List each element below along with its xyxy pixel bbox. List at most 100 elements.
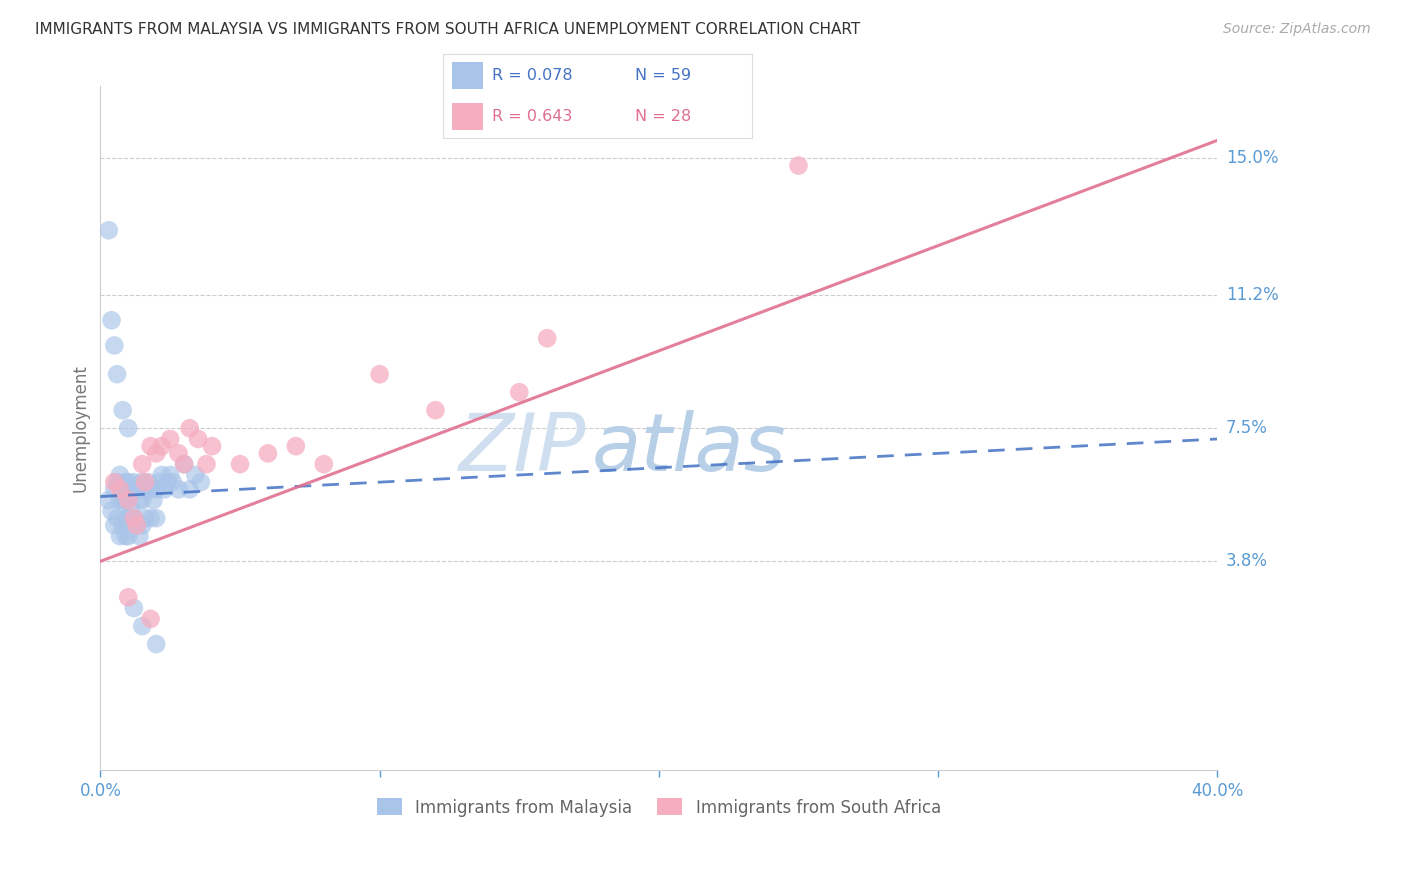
Point [787,159,810,173]
Point [108,467,131,482]
Point [114,511,136,525]
Point [162,475,184,490]
Point [105,475,128,490]
Point [114,493,136,508]
Point [195,457,218,471]
Point [134,483,156,497]
Point [97,493,120,508]
Point [103,475,125,490]
Point [508,385,530,400]
Text: atlas: atlas [592,409,786,488]
Point [159,467,181,482]
Point [117,511,139,525]
Point [173,457,195,471]
Point [117,421,139,435]
Point [131,457,153,471]
Point [128,529,150,543]
Point [312,457,335,471]
Point [134,475,156,490]
Point [145,483,167,497]
Point [145,637,167,651]
Point [125,483,148,497]
Point [111,518,134,533]
Point [179,483,201,497]
Point [128,493,150,508]
Text: 7.5%: 7.5% [1226,419,1268,437]
Point [111,493,134,508]
Point [111,483,134,497]
Point [145,446,167,460]
Point [134,511,156,525]
Point [122,601,145,615]
Point [145,511,167,525]
Point [173,457,195,471]
Point [117,591,139,605]
Text: 3.8%: 3.8% [1226,552,1268,570]
Point [103,483,125,497]
Bar [453,103,484,130]
Point [117,493,139,508]
Point [122,511,145,525]
Point [139,483,162,497]
Point [187,432,209,446]
Point [117,529,139,543]
Point [105,368,128,382]
Text: N = 59: N = 59 [634,68,690,83]
Text: IMMIGRANTS FROM MALAYSIA VS IMMIGRANTS FROM SOUTH AFRICA UNEMPLOYMENT CORRELATIO: IMMIGRANTS FROM MALAYSIA VS IMMIGRANTS F… [35,22,860,37]
Point [136,475,159,490]
Point [425,403,447,417]
Point [100,313,122,327]
Point [131,475,153,490]
Point [131,493,153,508]
Point [97,223,120,237]
Point [114,529,136,543]
Point [131,518,153,533]
Point [100,504,122,518]
Point [167,446,190,460]
Point [150,439,173,453]
Point [190,475,212,490]
Point [148,475,170,490]
Text: 11.2%: 11.2% [1226,286,1278,304]
Point [103,518,125,533]
Point [108,529,131,543]
Text: R = 0.078: R = 0.078 [492,68,574,83]
Point [111,403,134,417]
Point [139,439,162,453]
Point [120,483,142,497]
Point [150,467,173,482]
Point [536,331,558,345]
Point [179,421,201,435]
Point [159,432,181,446]
Text: N = 28: N = 28 [634,109,690,124]
Point [117,493,139,508]
Point [131,619,153,633]
Point [125,518,148,533]
Point [108,483,131,497]
Text: R = 0.643: R = 0.643 [492,109,572,124]
Point [105,511,128,525]
Text: Source: ZipAtlas.com: Source: ZipAtlas.com [1223,22,1371,37]
Point [139,511,162,525]
Point [139,612,162,626]
Legend: Immigrants from Malaysia, Immigrants from South Africa: Immigrants from Malaysia, Immigrants fro… [370,792,948,823]
Point [184,467,207,482]
Bar [453,62,484,89]
Point [122,475,145,490]
Point [284,439,307,453]
Y-axis label: Unemployment: Unemployment [72,364,89,492]
Text: ZIP: ZIP [458,409,586,488]
Point [201,439,224,453]
Point [122,511,145,525]
Point [142,493,165,508]
Point [103,338,125,352]
Point [117,475,139,490]
Point [257,446,280,460]
Point [108,493,131,508]
Point [156,475,179,490]
Text: 15.0%: 15.0% [1226,149,1278,168]
Point [120,504,142,518]
Point [153,483,176,497]
Point [368,368,391,382]
Point [167,483,190,497]
